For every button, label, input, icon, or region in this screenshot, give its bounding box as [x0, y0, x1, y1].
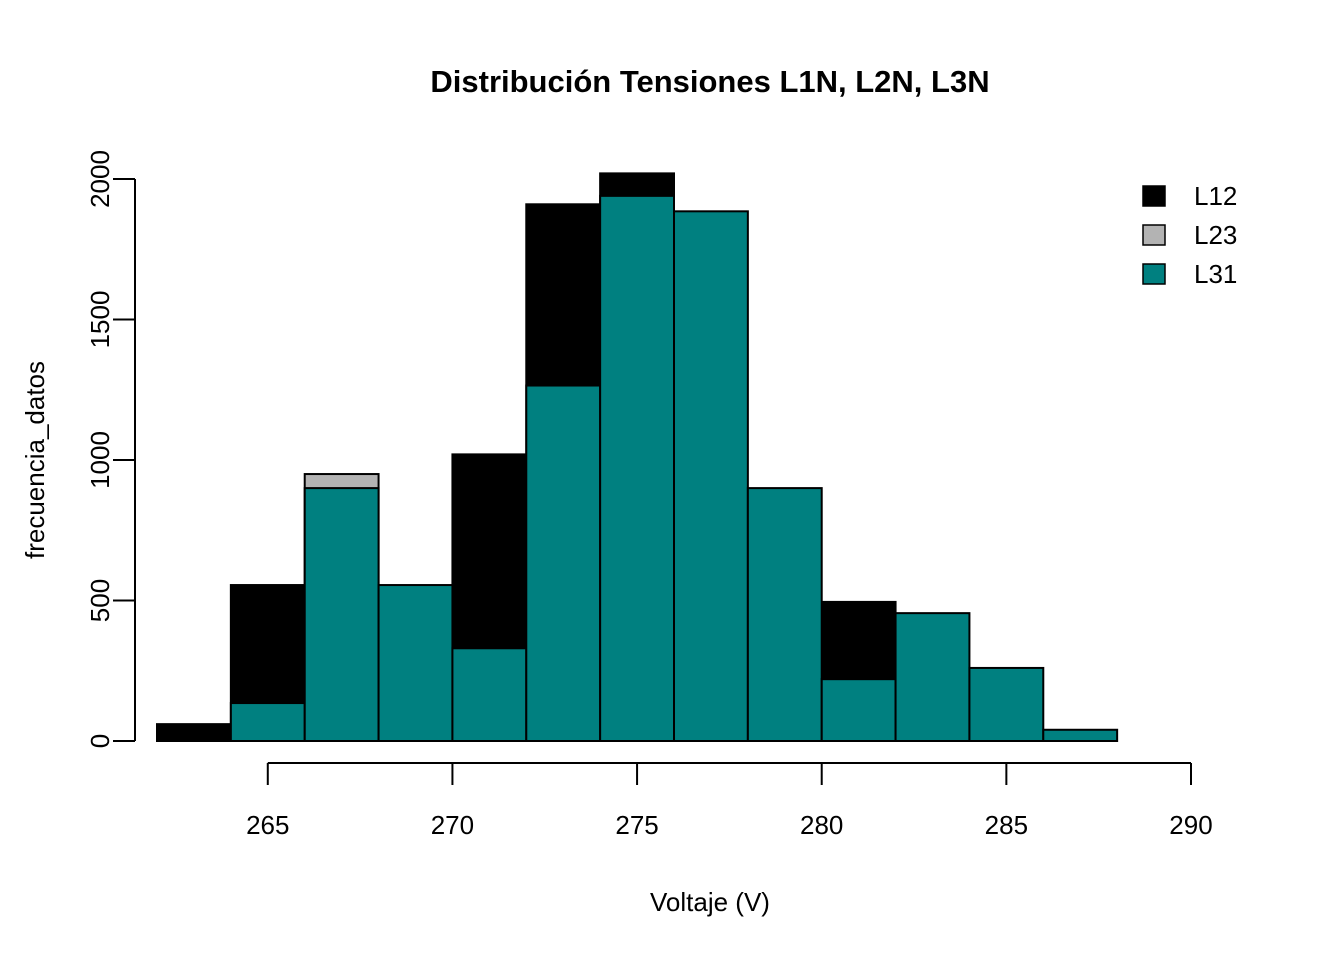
x-tick-label: 280 — [800, 810, 843, 840]
y-tick-label: 1500 — [85, 291, 115, 349]
y-axis: 0 500 1000 1500 2000 — [85, 150, 136, 748]
bar-l31-bin-10 — [894, 612, 971, 743]
bar-l31-bin-5 — [525, 384, 602, 742]
bar-l31-bin-1 — [229, 702, 306, 743]
bar-l31-bin-2 — [303, 487, 380, 742]
x-axis: 265 270 275 280 285 290 — [246, 762, 1213, 840]
legend-label-l23: L23 — [1194, 220, 1237, 250]
y-tick-label: 1000 — [85, 431, 115, 489]
y-tick-label: 2000 — [85, 150, 115, 208]
x-tick-label: 275 — [615, 810, 658, 840]
y-tick-label: 500 — [85, 579, 115, 622]
bar-l31-bin-9 — [820, 678, 897, 742]
x-tick-label: 270 — [431, 810, 474, 840]
x-tick-label: 285 — [985, 810, 1028, 840]
bars-group — [156, 172, 1119, 743]
bar-l31-bin-8 — [746, 487, 823, 742]
legend-swatch-l31 — [1142, 263, 1166, 285]
legend-swatch-l12 — [1142, 185, 1166, 207]
legend: L12 L23 L31 — [1142, 181, 1237, 289]
bar-l31-bin-11 — [968, 666, 1045, 742]
x-tick-label: 265 — [246, 810, 289, 840]
bar-l31-bin-12 — [1042, 728, 1119, 743]
legend-label-l31: L31 — [1194, 259, 1237, 289]
bar-l31-bin-4 — [451, 647, 528, 743]
bar-l31-bin-6 — [599, 194, 676, 743]
x-tick-label: 290 — [1169, 810, 1212, 840]
x-axis-label: Voltaje (V) — [650, 887, 770, 917]
chart-title: Distribución Tensiones L1N, L2N, L3N — [430, 64, 989, 99]
y-tick-label: 0 — [85, 734, 115, 748]
bar-l12-bin-0 — [156, 723, 232, 743]
legend-label-l12: L12 — [1194, 181, 1237, 211]
legend-swatch-l23 — [1142, 224, 1166, 246]
y-axis-label: frecuencia_datos — [20, 361, 50, 559]
bar-l31-bin-7 — [673, 210, 749, 742]
bar-l31-bin-3 — [377, 584, 454, 742]
